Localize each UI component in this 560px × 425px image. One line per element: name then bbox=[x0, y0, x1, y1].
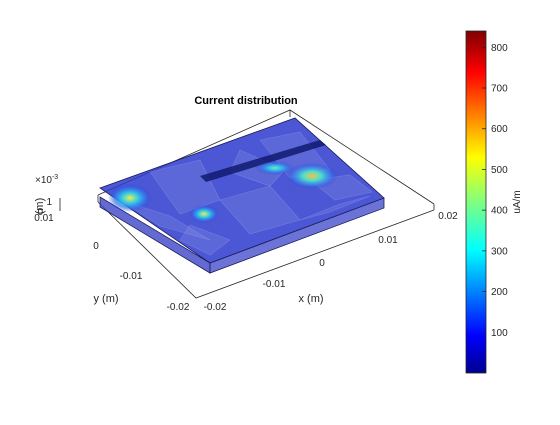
feed-strip bbox=[200, 140, 326, 182]
x-tick-labels: -0.02 -0.01 0 0.01 0.02 bbox=[204, 211, 459, 313]
hotspot bbox=[189, 205, 219, 223]
colorbar-ticks: 800 700 600 500 400 300 200 100 bbox=[482, 43, 508, 339]
y-tick-labels: -0.02 -0.01 0 0.01 bbox=[34, 213, 190, 313]
colorbar-tick-label: 500 bbox=[491, 165, 508, 176]
y-tick-label: 0 bbox=[93, 241, 99, 252]
colorbar-tick-label: 700 bbox=[491, 84, 508, 95]
hotspot bbox=[108, 184, 152, 212]
colorbar-label: uA/m bbox=[512, 190, 523, 213]
y-tick-label: -0.01 bbox=[120, 271, 143, 282]
chart-title: Current distribution bbox=[194, 95, 298, 107]
hotspot bbox=[286, 163, 338, 189]
conductor-plate bbox=[99, 117, 385, 274]
colorbar-tick-label: 300 bbox=[491, 246, 508, 257]
colorbar-tick-label: 600 bbox=[491, 124, 508, 135]
z-tick-label: 1 bbox=[46, 197, 52, 208]
current-hotspots bbox=[108, 161, 338, 223]
x-tick-label: -0.02 bbox=[204, 302, 227, 313]
mesh-facets bbox=[119, 131, 373, 256]
colorbar: 800 700 600 500 400 300 200 100 uA/m bbox=[465, 30, 523, 374]
plate-top bbox=[99, 117, 385, 264]
y-tick-label: -0.02 bbox=[167, 302, 190, 313]
y-axis-label: y (m) bbox=[93, 293, 118, 305]
colorbar-tick-label: 400 bbox=[491, 206, 508, 217]
colorbar-tick-label: 800 bbox=[491, 43, 508, 54]
z-tick-label: 0 bbox=[37, 207, 43, 218]
z-axis: ×10-3 1 0 (m) bbox=[34, 174, 58, 218]
hotspot bbox=[255, 161, 295, 175]
x-tick-label: 0.01 bbox=[378, 235, 398, 246]
colorbar-tick-label: 100 bbox=[491, 328, 508, 339]
x-tick-label: 0 bbox=[319, 258, 325, 269]
x-axis-label: x (m) bbox=[298, 293, 323, 305]
x-tick-label: 0.02 bbox=[438, 211, 458, 222]
y-tick-label: 0.01 bbox=[34, 213, 54, 224]
colorbar-gradient bbox=[465, 30, 487, 374]
colorbar-tick-label: 200 bbox=[491, 287, 508, 298]
z-axis-label: (m) bbox=[34, 198, 46, 215]
z-exponent: ×10-3 bbox=[35, 174, 58, 186]
x-tick-label: -0.01 bbox=[263, 279, 286, 290]
